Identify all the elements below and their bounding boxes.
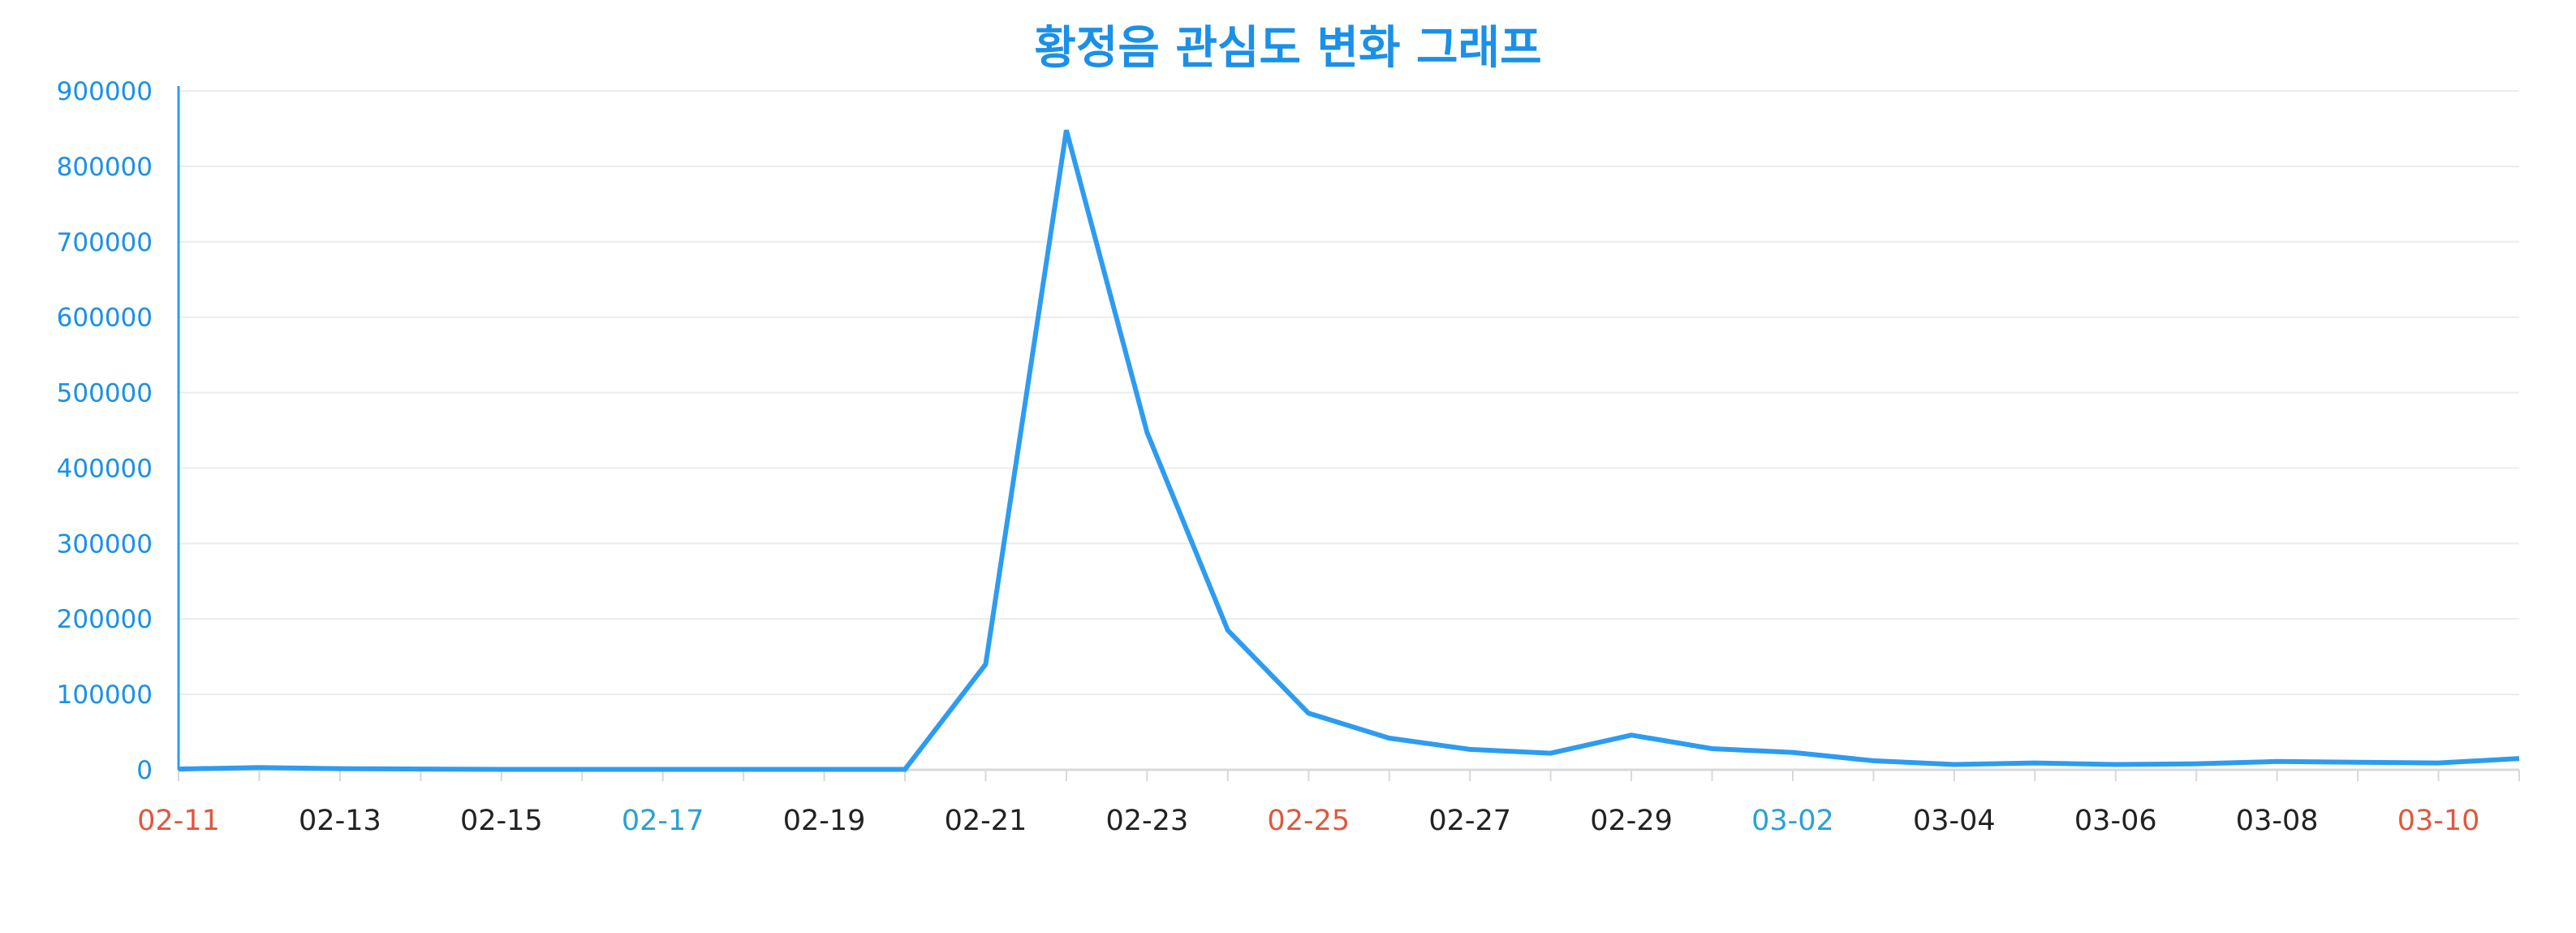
series-layer bbox=[178, 129, 2520, 772]
x-tick-label: 03-06 bbox=[2074, 805, 2157, 837]
x-tick-label: 02-17 bbox=[622, 805, 704, 837]
y-tick-label: 200000 bbox=[57, 605, 153, 634]
y-tick-label: 800000 bbox=[57, 153, 153, 182]
x-tick-label: 02-13 bbox=[299, 805, 381, 837]
x-tick-label: 02-15 bbox=[460, 805, 543, 837]
y-tick-label: 300000 bbox=[57, 529, 153, 559]
y-tick-label: 600000 bbox=[57, 304, 153, 333]
x-tick-label: 02-19 bbox=[783, 805, 866, 837]
x-axis-tick-labels: 02-11 02-13 02-15 02-17 02-19 02-21 02-23 02-25… bbox=[137, 805, 2479, 837]
y-tick-label: 0 bbox=[136, 756, 153, 785]
series-line bbox=[178, 129, 2520, 772]
chart-title: 황정음 관심도 변화 그래프 bbox=[1034, 22, 1541, 75]
x-tick-label: 03-08 bbox=[2236, 805, 2319, 837]
x-tick-label: 03-04 bbox=[1913, 805, 1996, 837]
axes bbox=[177, 86, 2520, 781]
x-tick-label: 02-27 bbox=[1428, 805, 1511, 837]
y-tick-label: 700000 bbox=[57, 228, 153, 257]
x-tick-label: 03-02 bbox=[1751, 805, 1834, 837]
y-tick-label: 100000 bbox=[57, 680, 153, 710]
y-tick-label: 900000 bbox=[57, 77, 153, 106]
x-tick-label: 02-29 bbox=[1590, 805, 1673, 837]
x-tick-label: 02-21 bbox=[945, 805, 1027, 837]
grid-lines bbox=[179, 90, 2519, 696]
x-tick-label: 02-11 bbox=[137, 805, 220, 837]
x-tick-label: 02-25 bbox=[1267, 805, 1350, 837]
y-axis-tick-labels: 0 100000 200000 300000 400000 500000 600000 700… bbox=[57, 77, 153, 785]
x-tick-label: 03-10 bbox=[2397, 805, 2480, 837]
y-tick-label: 400000 bbox=[57, 454, 153, 483]
y-tick-label: 500000 bbox=[57, 379, 153, 408]
x-tick-label: 02-23 bbox=[1106, 805, 1189, 837]
